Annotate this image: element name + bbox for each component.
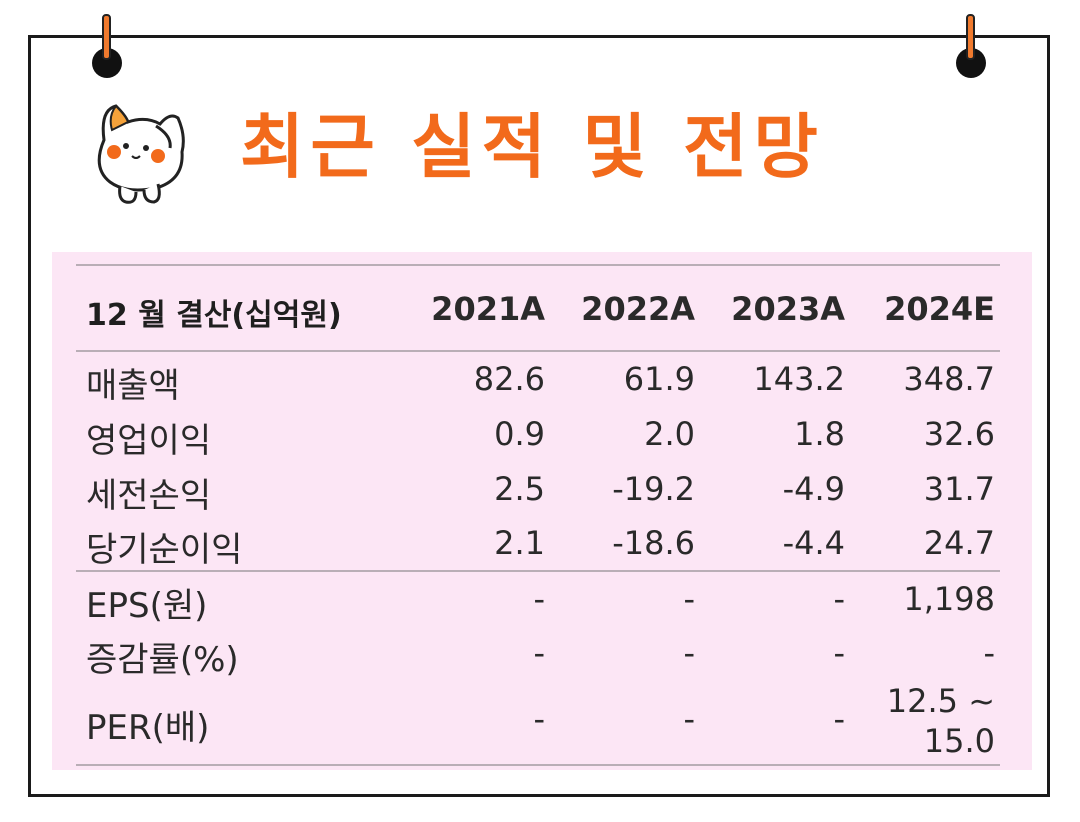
table-cell: -: [533, 580, 545, 618]
table-cell: 61.9: [623, 360, 695, 398]
row-label-pretax-income: 세전손익: [86, 476, 212, 516]
earnings-table-panel: [52, 252, 1032, 770]
table-cell: 24.7: [923, 524, 995, 562]
table-section-rule: [76, 570, 1000, 572]
table-cell: 2.1: [494, 524, 545, 562]
table-cell: -: [833, 700, 845, 738]
row-label-growth-rate: 증감률(%): [86, 640, 239, 680]
binder-pin-right-icon: [966, 14, 975, 60]
row-label-per: PER(배): [86, 708, 210, 748]
binder-pin-left-icon: [102, 14, 111, 60]
column-header-2022: 2022A: [581, 290, 695, 328]
column-header-2023: 2023A: [731, 290, 845, 328]
table-cell: -19.2: [612, 470, 695, 508]
table-cell: 32.6: [923, 415, 995, 453]
table-cell: 1.8: [794, 415, 845, 453]
table-cell: -4.4: [782, 524, 845, 562]
page-title: 최근 실적 및 전망: [240, 106, 824, 188]
table-cell: -: [683, 580, 695, 618]
row-label-revenue: 매출액: [86, 366, 180, 406]
table-cell: 348.7: [903, 360, 995, 398]
table-cell: -: [983, 634, 995, 672]
table-cell: -: [683, 634, 695, 672]
table-bottom-rule: [76, 764, 1000, 766]
table-cell: -: [533, 700, 545, 738]
table-cell: 15.0: [923, 722, 995, 760]
table-top-rule: [76, 264, 1000, 266]
table-cell: 1,198: [903, 580, 995, 618]
table-cell: -4.9: [782, 470, 845, 508]
table-cell: 143.2: [753, 360, 845, 398]
table-cell: -: [683, 700, 695, 738]
table-cell: -: [833, 634, 845, 672]
table-header-rule: [76, 350, 1000, 352]
table-cell: -: [833, 580, 845, 618]
table-header-label: 12 월 결산(십억원): [86, 298, 342, 333]
table-cell: 2.5: [494, 470, 545, 508]
table-cell: 0.9: [494, 415, 545, 453]
cat-mascot-icon: [97, 104, 185, 204]
table-cell: 82.6: [473, 360, 545, 398]
table-cell: 31.7: [923, 470, 995, 508]
column-header-2021: 2021A: [431, 290, 545, 328]
table-cell: 2.0: [644, 415, 695, 453]
column-header-2024: 2024E: [884, 290, 995, 328]
row-label-operating-profit: 영업이익: [86, 421, 212, 461]
table-cell: -: [533, 634, 545, 672]
table-cell: -18.6: [612, 524, 695, 562]
table-cell: 12.5 ~: [886, 682, 995, 720]
row-label-net-income: 당기순이익: [86, 530, 243, 570]
row-label-eps: EPS(원): [86, 586, 208, 626]
